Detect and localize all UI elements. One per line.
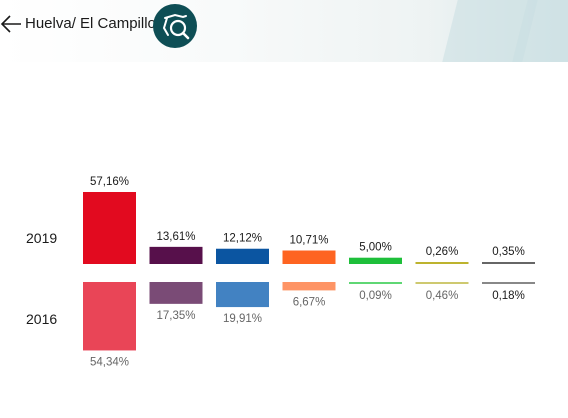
bar-2019-1: [83, 192, 136, 264]
bar-2019-6: [415, 262, 469, 264]
bar-2019-2: [149, 246, 203, 264]
value-label-2016-3: 19,91%: [223, 313, 262, 325]
bar-2016-1: [83, 282, 136, 351]
bar-2019-5: [349, 257, 402, 264]
bar-2019-4: [282, 250, 336, 264]
page-title: Huelva/ El Campillo: [25, 15, 156, 32]
value-label-2019-6: 0,26%: [426, 246, 459, 258]
bar-2016-4: [282, 282, 336, 291]
bar-2016-3: [216, 282, 269, 308]
value-label-2016-2: 17,35%: [156, 310, 195, 322]
value-label-2016-4: 6,67%: [293, 296, 326, 308]
year-label-2019: 2019: [26, 230, 58, 246]
header: [0, 0, 568, 62]
magnifier-map-icon[interactable]: [153, 4, 197, 48]
bar-2016-7: [482, 282, 535, 284]
value-label-2019-3: 12,12%: [223, 233, 262, 245]
value-label-2019-4: 10,71%: [289, 235, 328, 247]
value-label-2019-5: 5,00%: [359, 242, 392, 254]
bar-2019-3: [216, 248, 269, 264]
bar-2016-2: [149, 282, 203, 304]
value-label-2019-1: 57,16%: [90, 176, 129, 188]
value-label-2016-7: 0,18%: [492, 290, 525, 302]
bar-2016-5: [349, 282, 402, 284]
bar-2019-7: [482, 262, 535, 264]
bar-2016-6: [415, 282, 469, 284]
value-label-2019-7: 0,35%: [492, 246, 525, 258]
year-label-2016: 2016: [26, 311, 58, 327]
value-label-2019-2: 13,61%: [156, 231, 195, 243]
value-label-2016-6: 0,46%: [426, 290, 459, 302]
arrow-left-icon[interactable]: [0, 13, 22, 35]
value-label-2016-1: 54,34%: [90, 356, 129, 368]
value-label-2016-5: 0,09%: [359, 290, 392, 302]
